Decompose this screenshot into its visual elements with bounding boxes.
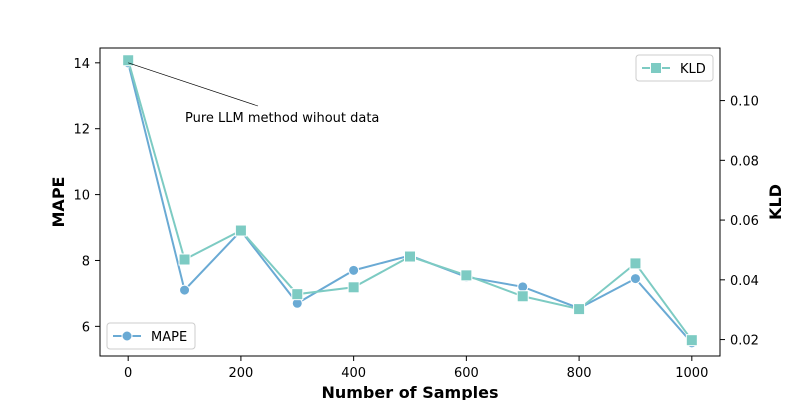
right-y-axis-title: KLD	[766, 184, 785, 220]
data-point-kld	[291, 288, 304, 301]
left-y-tick-label: 8	[82, 254, 90, 269]
legend-marker	[650, 62, 662, 74]
plot-frame	[99, 47, 721, 357]
x-axis-title: Number of Samples	[321, 383, 498, 400]
data-point-mape	[179, 284, 191, 296]
x-tick-label: 600	[454, 366, 479, 381]
data-point-kld	[347, 281, 360, 294]
data-point-mape	[629, 273, 641, 285]
data-point-kld	[460, 269, 473, 282]
series-layer	[122, 54, 698, 349]
series-line-kld	[127, 59, 693, 341]
right-y-tick-label: 0.04	[730, 274, 759, 289]
left-y-tick-label: 10	[73, 189, 90, 204]
data-point-kld	[629, 257, 642, 270]
data-point-kld	[178, 253, 191, 266]
right-y-tick-label: 0.06	[730, 214, 759, 229]
legend-layer: MAPE KLD	[106, 54, 714, 350]
legend-mape: MAPE	[106, 322, 196, 350]
x-tick-label: 1000	[675, 366, 708, 381]
left-y-tick-label: 14	[73, 57, 90, 72]
left-y-axis-title: MAPE	[49, 177, 68, 228]
left-y-tick-label: 6	[82, 320, 90, 335]
legend-box	[635, 54, 714, 82]
x-tick-label: 200	[228, 366, 253, 381]
x-tick-label: 400	[341, 366, 366, 381]
data-point-kld	[404, 250, 416, 263]
right-y-tick-label: 0.10	[730, 95, 759, 110]
annotation-layer: Pure LLM method wihout data	[128, 62, 379, 126]
data-point-mape	[348, 264, 360, 276]
data-point-kld	[122, 54, 135, 67]
axes-layer: 0 200 400 600 800 1000 6 8 10 12 14 0.02 0.04 0.06 0.0…	[73, 47, 759, 381]
legend-marker	[121, 330, 133, 342]
right-y-tick-label: 0.02	[730, 334, 759, 349]
left-y-tick-label: 12	[73, 123, 90, 138]
right-y-tick-label: 0.08	[730, 154, 759, 169]
legend-label: MAPE	[151, 330, 187, 345]
annotation-arrow	[128, 62, 259, 107]
data-point-kld	[234, 224, 247, 237]
x-tick-label: 0	[124, 366, 132, 381]
series-line-mape	[127, 62, 693, 344]
legend-box	[106, 322, 196, 350]
annotation-text: Pure LLM method wihout data	[185, 111, 379, 126]
legend-label: KLD	[680, 62, 706, 77]
x-tick-label: 800	[567, 366, 592, 381]
data-point-kld	[685, 334, 698, 347]
legend-kld: KLD	[635, 54, 714, 82]
data-point-kld	[516, 290, 529, 303]
data-point-kld	[573, 303, 586, 316]
